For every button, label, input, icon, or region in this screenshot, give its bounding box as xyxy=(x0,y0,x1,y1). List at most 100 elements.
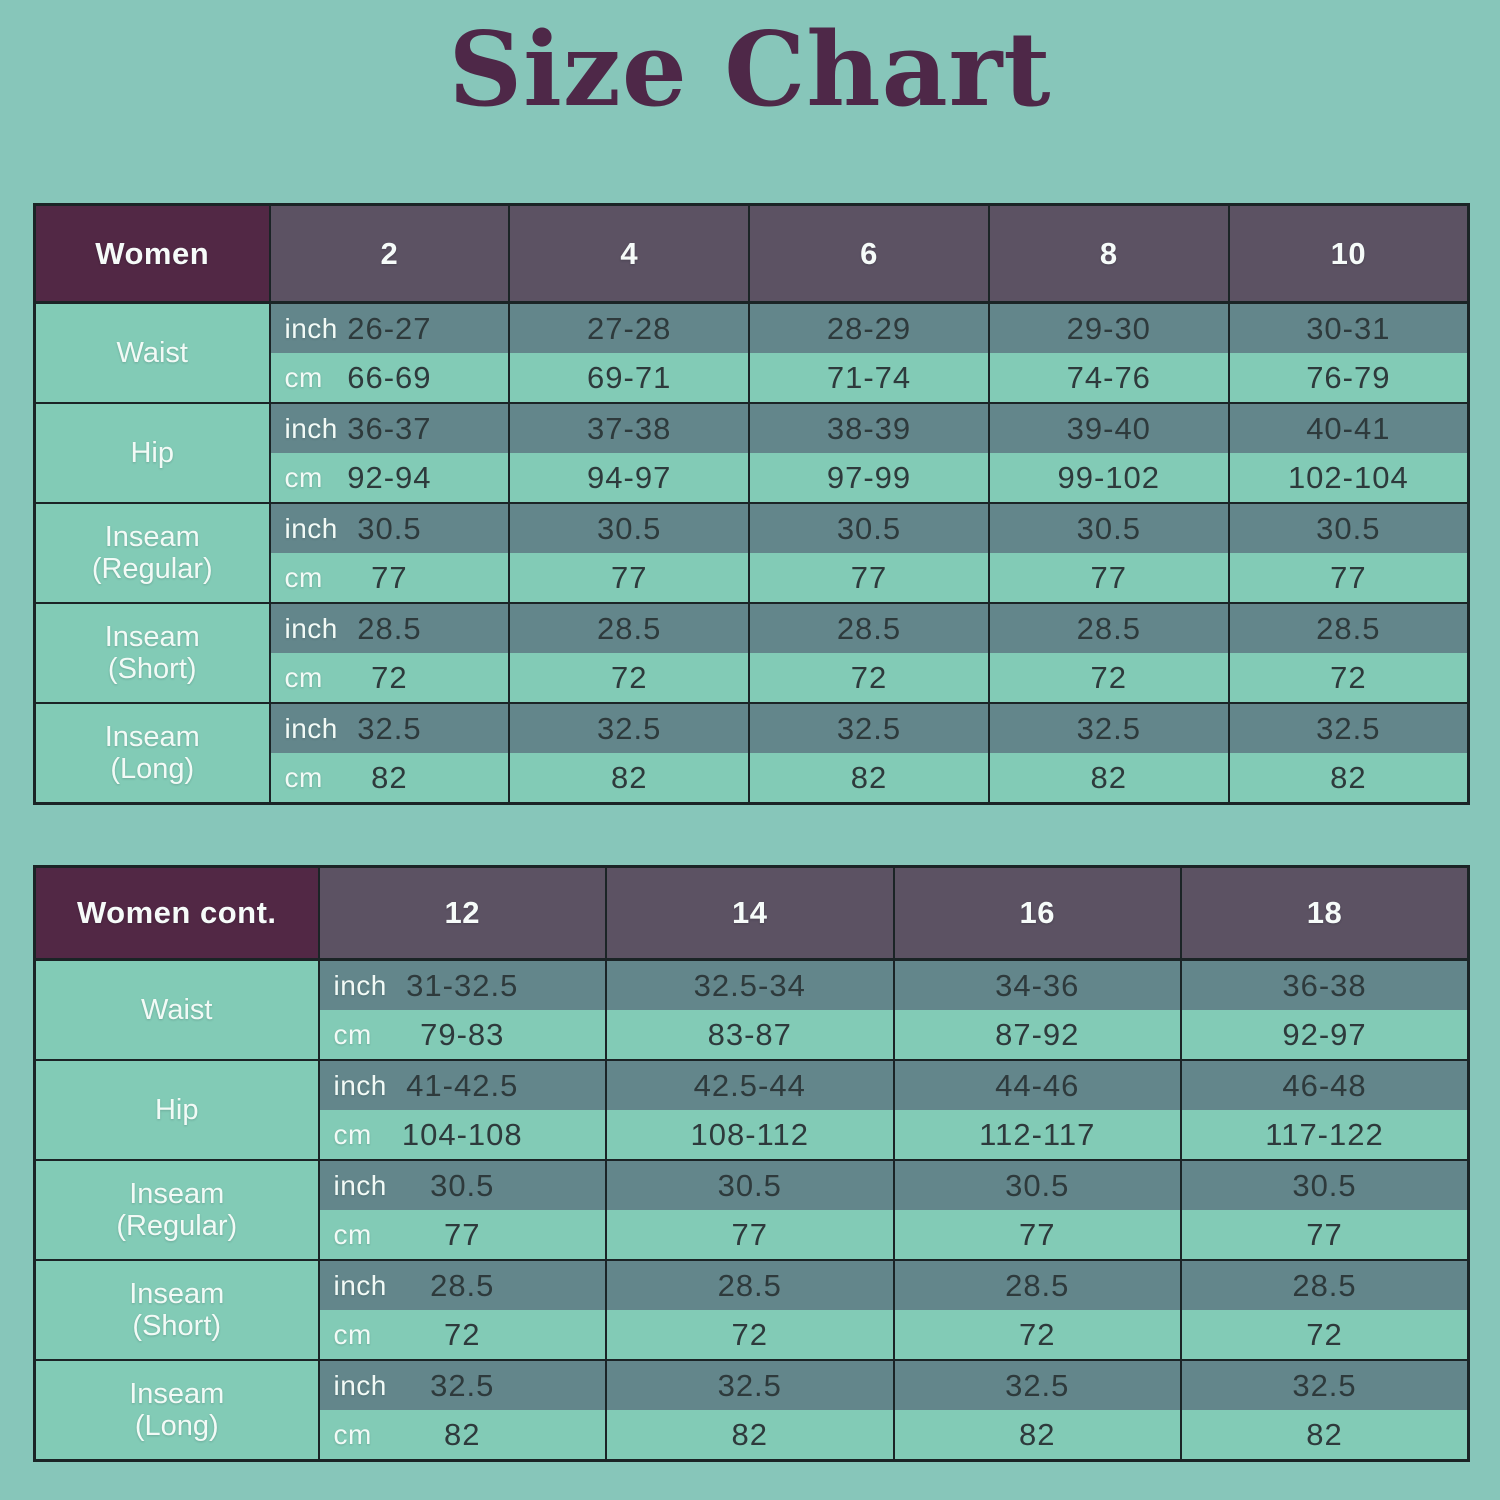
measurement-value: 32.5 xyxy=(430,1367,495,1403)
measurement-label-cell: Waist xyxy=(33,301,271,403)
measurement-sublabel: (Short) xyxy=(132,1310,222,1342)
measurement-value-cell: 82 xyxy=(1227,753,1470,805)
size-header-cell: 6 xyxy=(748,203,990,304)
measurement-value-cell: 72 xyxy=(605,1310,895,1361)
measurement-value-cell: 77 xyxy=(508,553,751,604)
measurement-label: Inseam xyxy=(104,620,200,653)
measurement-value-cell: cm 66-69 xyxy=(268,353,511,404)
measurement-value-cell: 28.5 xyxy=(892,1259,1182,1310)
measurement-value: 32.5 xyxy=(357,710,422,746)
measurement-value-cell: 30.5 xyxy=(748,502,990,553)
measurement-value-cell: inch 28.5 xyxy=(317,1259,607,1310)
measurement-value-cell: 82 xyxy=(748,753,990,805)
measurement-value-cell: 32.5 xyxy=(1180,1359,1470,1410)
unit-label: inch xyxy=(333,1169,387,1201)
measurement-label-cell: Inseam (Regular) xyxy=(33,1159,320,1260)
measurement-value-cell: 30.5 xyxy=(1180,1159,1470,1210)
measurement-label-cell: Waist xyxy=(33,958,320,1060)
measurement-sublabel: (Long) xyxy=(134,1410,219,1442)
measurement-value-cell: 99-102 xyxy=(987,453,1230,504)
measurement-value: 104-108 xyxy=(401,1116,523,1152)
measurement-value-cell: 83-87 xyxy=(605,1010,895,1061)
measurement-value-cell: 28-29 xyxy=(748,301,990,353)
measurement-value-cell: 77 xyxy=(1227,553,1470,604)
measurement-value-cell: 30.5 xyxy=(1227,502,1470,553)
measurement-value-cell: inch 31-32.5 xyxy=(317,958,607,1010)
unit-label: cm xyxy=(333,1418,372,1450)
measurement-value: 77 xyxy=(444,1216,481,1252)
unit-label: cm xyxy=(333,1318,372,1350)
measurement-value: 77 xyxy=(371,559,408,595)
measurement-value-cell: 72 xyxy=(508,653,751,704)
measurement-value-cell: 46-48 xyxy=(1180,1059,1470,1110)
measurement-value-cell: cm 82 xyxy=(317,1410,607,1462)
measurement-value-cell: 77 xyxy=(892,1210,1182,1261)
measurement-sub-row: cm 104-108 108-112 112-117 117-122 xyxy=(35,1110,1470,1161)
measurement-sub-row: cm 79-83 83-87 87-92 92-97 xyxy=(35,1010,1470,1061)
measurement-value: 41-42.5 xyxy=(406,1067,519,1103)
measurement-value-cell: 32.5 xyxy=(605,1359,895,1410)
measurement-value-cell: 32.5-34 xyxy=(605,958,895,1010)
measurement-value: 31-32.5 xyxy=(406,967,519,1003)
measurement-value-cell: inch 28.5 xyxy=(268,602,511,653)
measurement-sub-row: cm 77 77 77 77 77 xyxy=(35,553,1470,604)
unit-label: cm xyxy=(284,561,323,593)
measurement-value: 82 xyxy=(371,759,408,795)
measurement-value-cell: 82 xyxy=(892,1410,1182,1462)
measurement-value-cell: 82 xyxy=(508,753,751,805)
measurement-sub-row: Hip inch 41-42.5 42.5-44 44-46 46-48 xyxy=(33,1059,1470,1160)
measurement-sub-row: Inseam (Long) inch 32.5 32.5 32.5 32.5 xyxy=(33,1359,1470,1461)
size-table-women: Women 2 4 6 8 10 Waist inch 26-27 27-28 28-29 29-30… xyxy=(33,203,1470,805)
unit-label: inch xyxy=(333,969,387,1001)
measurement-value-cell: 30.5 xyxy=(605,1159,895,1210)
measurement-value-cell: 102-104 xyxy=(1227,453,1470,504)
measurement-value: 79-83 xyxy=(420,1016,505,1052)
measurement-value-cell: 74-76 xyxy=(987,353,1230,404)
measurement-sublabel: (Short) xyxy=(107,653,197,685)
measurement-value-cell: inch 36-37 xyxy=(268,402,511,453)
measurement-value-cell: cm 77 xyxy=(317,1210,607,1261)
measurement-sub-row: Inseam (Short) inch 28.5 28.5 28.5 28.5 xyxy=(33,1259,1470,1360)
measurement-label: Inseam xyxy=(104,720,200,753)
measurement-value-cell: cm 72 xyxy=(268,653,511,704)
measurement-sub-row: Inseam (Regular) inch 30.5 30.5 30.5 30.5 xyxy=(33,1159,1470,1260)
measurement-value-cell: 28.5 xyxy=(987,602,1230,653)
measurement-value-cell: 29-30 xyxy=(987,301,1230,353)
unit-label: cm xyxy=(284,761,323,793)
measurement-value-cell: inch 41-42.5 xyxy=(317,1059,607,1110)
measurement-value-cell: 69-71 xyxy=(508,353,751,404)
unit-label: inch xyxy=(333,1269,387,1301)
measurement-value-cell: 28.5 xyxy=(605,1259,895,1310)
measurement-value-cell: 27-28 xyxy=(508,301,751,353)
measurement-value-cell: cm 79-83 xyxy=(317,1010,607,1061)
measurement-label: Inseam xyxy=(129,1177,225,1210)
measurement-value-cell: 71-74 xyxy=(748,353,990,404)
measurement-value: 30.5 xyxy=(430,1167,495,1203)
measurement-sub-row: Inseam (Regular) inch 30.5 30.5 30.5 30.5 30.5 xyxy=(33,502,1470,603)
measurement-value: 28.5 xyxy=(357,610,422,646)
measurement-label-cell: Inseam (Short) xyxy=(33,1259,320,1360)
measurement-sub-row: cm 82 82 82 82 82 xyxy=(35,753,1470,805)
header-row: Women cont. 12 14 16 18 xyxy=(33,865,1470,961)
header-row: Women 2 4 6 8 10 xyxy=(33,203,1470,304)
measurement-label-cell: Hip xyxy=(33,402,271,503)
measurement-value-cell: 82 xyxy=(987,753,1230,805)
measurement-value-cell: 28.5 xyxy=(1180,1259,1470,1310)
measurement-label: Hip xyxy=(130,436,174,469)
measurement-value-cell: inch 32.5 xyxy=(317,1359,607,1410)
measurement-value-cell: 39-40 xyxy=(987,402,1230,453)
measurement-value-cell: 32.5 xyxy=(892,1359,1182,1410)
measurement-value-cell: 40-41 xyxy=(1227,402,1470,453)
measurement-value-cell: 77 xyxy=(605,1210,895,1261)
measurement-value-cell: 82 xyxy=(1180,1410,1470,1462)
measurement-value-cell: 72 xyxy=(1180,1310,1470,1361)
measurement-value-cell: 77 xyxy=(987,553,1230,604)
measurement-value: 28.5 xyxy=(430,1267,495,1303)
page-title: Size Chart xyxy=(448,10,1052,130)
measurement-label-cell: Inseam (Long) xyxy=(33,1359,320,1461)
measurement-value-cell: 42.5-44 xyxy=(605,1059,895,1110)
measurement-label: Inseam xyxy=(129,1377,225,1410)
table-corner-label: Women xyxy=(33,203,271,304)
size-header-cell: 12 xyxy=(317,865,607,961)
